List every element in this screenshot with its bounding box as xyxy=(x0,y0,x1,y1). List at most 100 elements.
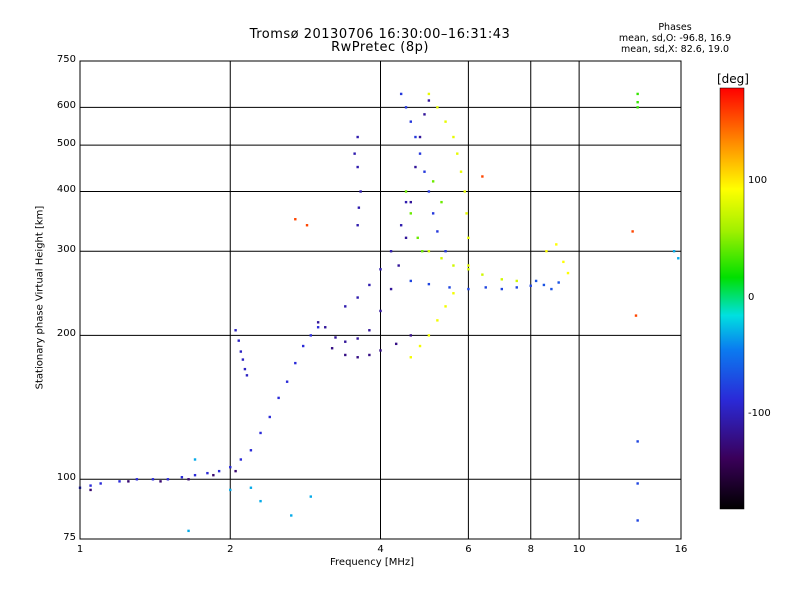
data-point xyxy=(234,329,237,332)
x-tick-label: 16 xyxy=(674,544,688,555)
data-point xyxy=(290,514,293,517)
data-point xyxy=(481,175,484,178)
data-point xyxy=(404,236,408,240)
data-point xyxy=(636,440,639,443)
chart-subtitle: RwPretec (8p) xyxy=(331,40,429,55)
data-point xyxy=(399,92,403,96)
data-point xyxy=(515,286,518,289)
data-point xyxy=(418,344,422,348)
data-point xyxy=(316,321,320,324)
data-point xyxy=(277,396,280,400)
data-point xyxy=(481,273,484,276)
data-point xyxy=(427,190,431,193)
data-point xyxy=(379,268,382,271)
data-point xyxy=(436,319,439,322)
data-point xyxy=(631,230,634,233)
x-tick-label: 10 xyxy=(572,544,586,555)
data-point xyxy=(672,250,676,253)
data-point xyxy=(427,250,431,253)
data-point xyxy=(305,224,309,227)
y-tick-label: 300 xyxy=(56,244,76,256)
data-point xyxy=(465,212,468,215)
data-point xyxy=(404,106,408,109)
data-point xyxy=(193,473,197,477)
data-point xyxy=(557,281,560,284)
data-point xyxy=(515,279,518,283)
data-point xyxy=(229,488,232,492)
data-point xyxy=(249,486,253,489)
data-point xyxy=(427,92,431,96)
data-point xyxy=(467,264,470,267)
data-point xyxy=(500,278,504,281)
data-point xyxy=(389,250,393,253)
data-point xyxy=(353,152,356,155)
data-point xyxy=(356,135,359,139)
data-point xyxy=(187,529,190,533)
data-point xyxy=(245,374,249,377)
y-tick-label: 75 xyxy=(63,532,76,543)
data-point xyxy=(151,478,155,481)
data-point xyxy=(423,113,426,116)
data-point xyxy=(436,230,439,233)
x-tick-label: 1 xyxy=(76,544,84,555)
data-point xyxy=(555,243,558,246)
data-point xyxy=(409,120,412,123)
data-point xyxy=(463,190,466,193)
data-point xyxy=(409,212,412,215)
data-point xyxy=(636,482,639,485)
data-point xyxy=(634,314,638,317)
data-point xyxy=(379,309,382,313)
data-point xyxy=(316,326,320,329)
data-point xyxy=(309,334,312,337)
y-tick-label: 200 xyxy=(56,328,76,340)
colorbar-tick-label: -100 xyxy=(748,408,771,420)
data-point xyxy=(427,282,431,286)
data-point xyxy=(356,224,359,227)
colorbar xyxy=(719,87,745,510)
x-tick-label: 6 xyxy=(465,544,472,555)
plot-frame xyxy=(79,60,682,540)
x-tick-label: 2 xyxy=(227,544,234,555)
data-point xyxy=(440,200,443,204)
data-point xyxy=(459,170,463,173)
data-point xyxy=(239,458,243,461)
data-point xyxy=(440,257,443,260)
x-tick-label: 4 xyxy=(377,544,384,555)
data-point xyxy=(99,482,102,485)
data-point xyxy=(423,170,426,173)
data-point xyxy=(636,92,639,96)
data-point xyxy=(562,260,565,264)
colorbar-tick-label: 100 xyxy=(748,174,768,186)
data-point xyxy=(237,339,240,342)
data-point xyxy=(368,353,371,357)
data-point xyxy=(414,165,417,169)
data-point xyxy=(193,458,197,461)
data-point xyxy=(467,268,470,271)
phase-stats-o-mode: mean, sd,O: -96.8, 16.9 xyxy=(618,33,732,44)
data-point xyxy=(379,349,382,352)
phase-stats-title: Phases xyxy=(658,22,692,33)
data-point xyxy=(206,471,209,475)
data-point xyxy=(259,499,262,503)
data-point xyxy=(545,250,548,253)
data-point xyxy=(566,271,570,275)
data-point xyxy=(529,284,532,287)
data-point xyxy=(409,334,412,337)
data-point xyxy=(409,200,412,204)
data-point xyxy=(334,336,337,339)
y-tick-label: 600 xyxy=(56,100,76,112)
data-point xyxy=(180,476,184,479)
data-point xyxy=(268,415,271,419)
data-point xyxy=(309,495,312,498)
data-point xyxy=(368,329,371,332)
data-point xyxy=(416,236,419,240)
data-point xyxy=(330,347,334,350)
data-point xyxy=(409,279,412,283)
x-tick-label: 8 xyxy=(527,544,534,555)
y-tick-label: 500 xyxy=(56,138,76,150)
data-point xyxy=(404,190,408,193)
data-point xyxy=(127,480,130,483)
data-point xyxy=(397,264,400,267)
data-point xyxy=(636,106,639,109)
